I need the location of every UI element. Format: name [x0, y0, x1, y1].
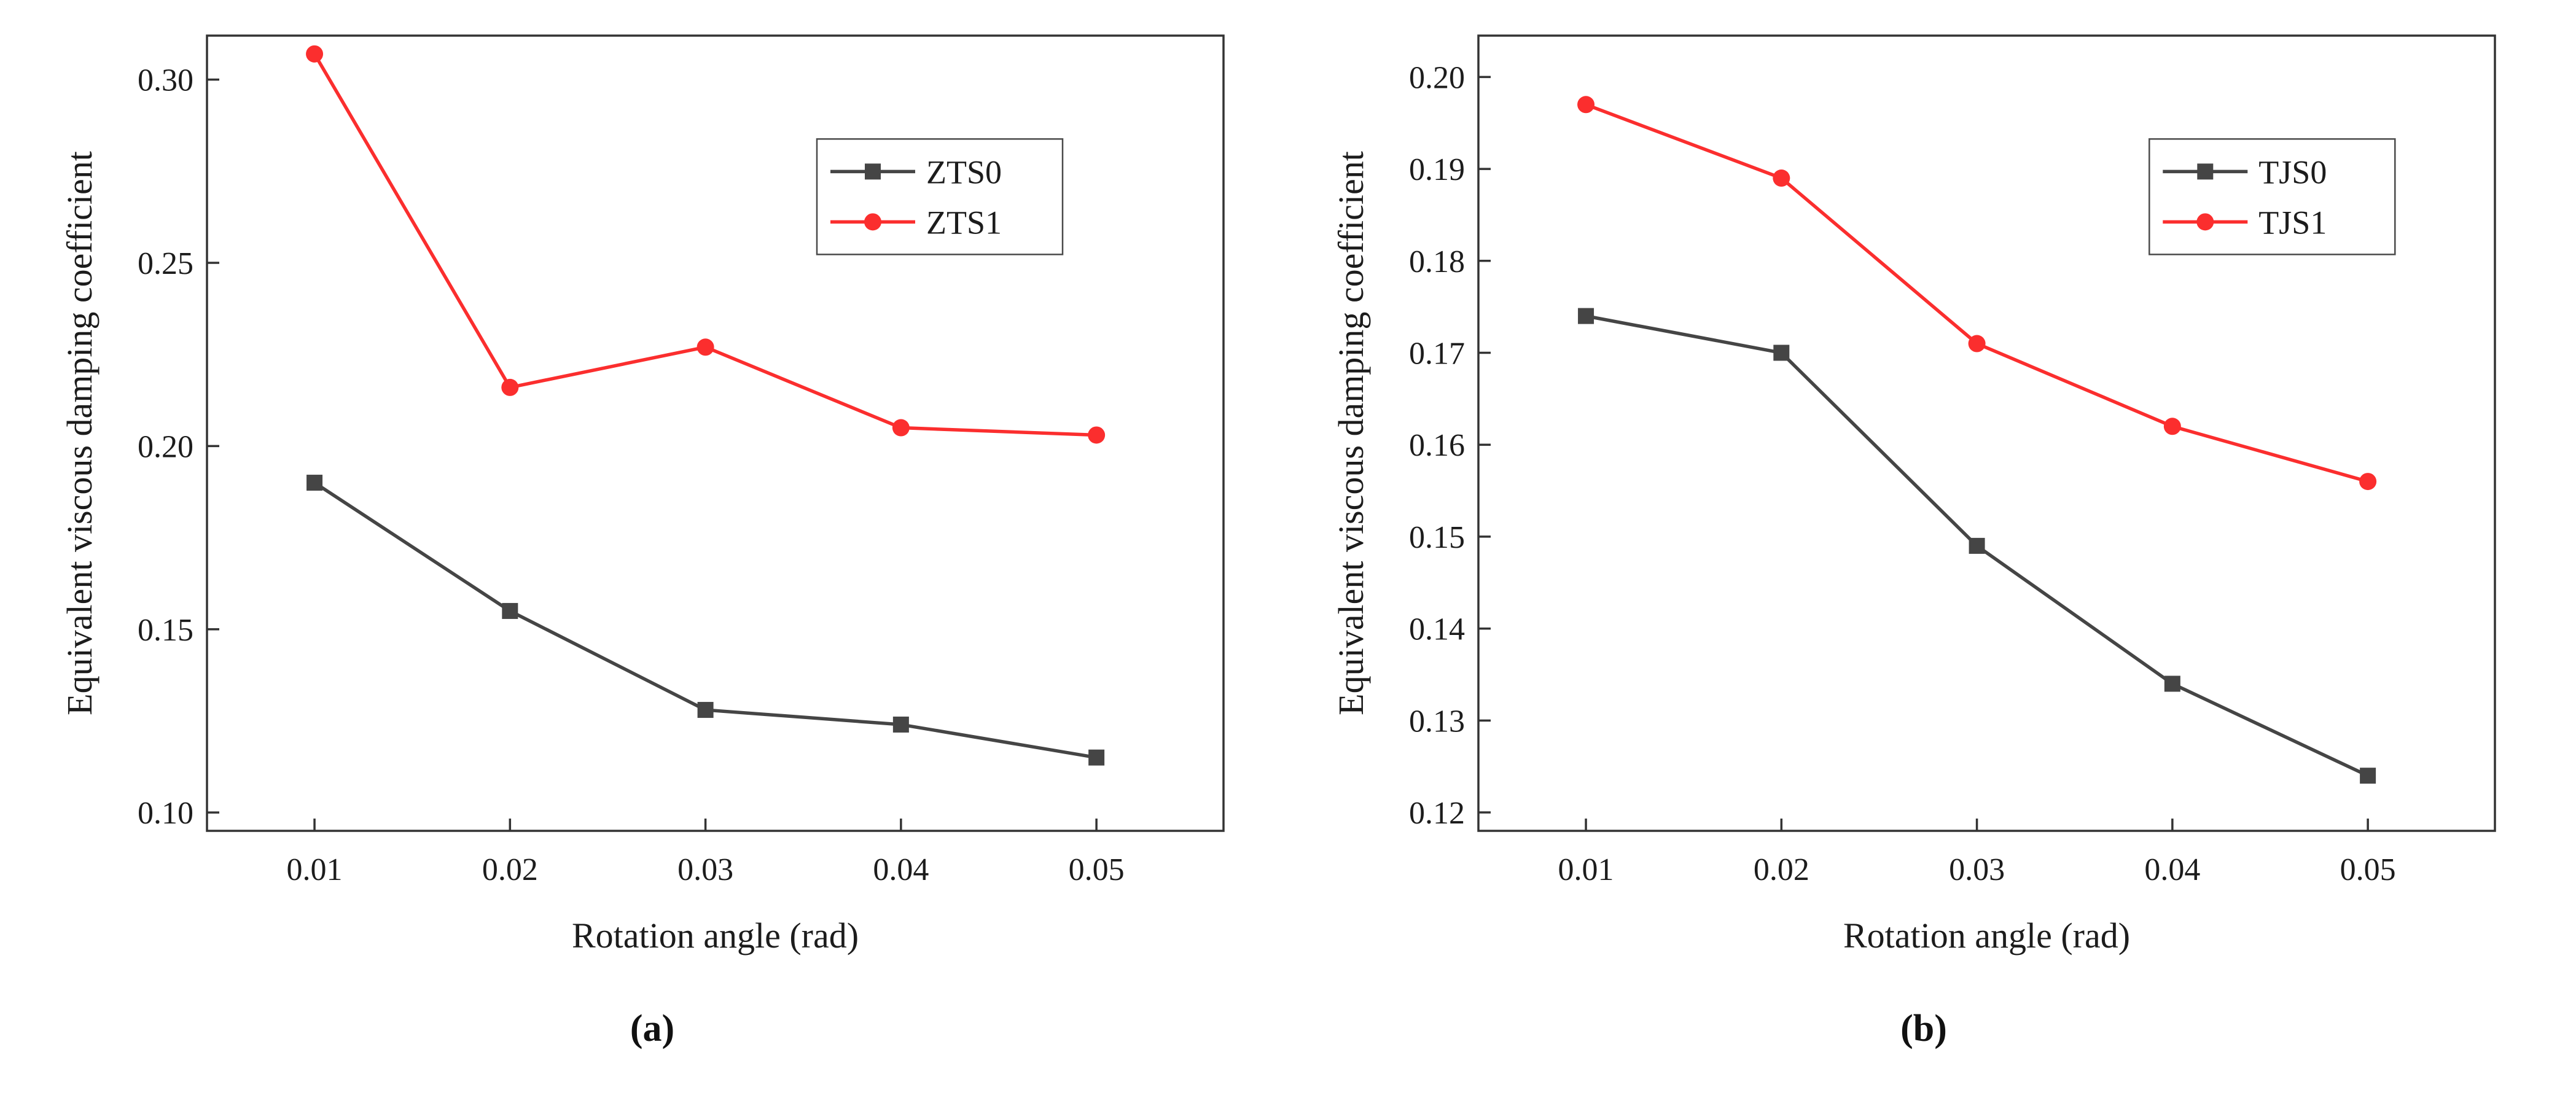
series-marker-ZTS0: [502, 602, 518, 619]
series-marker-ZTS1: [697, 338, 714, 356]
y-tick-label: 0.15: [138, 613, 193, 648]
y-tick-label: 0.12: [1409, 796, 1465, 831]
y-tick-label: 0.18: [1409, 244, 1465, 279]
series-marker-TJS0: [1969, 537, 1985, 554]
series-marker-ZTS1: [501, 378, 519, 396]
legend-label: ZTS0: [926, 154, 1002, 190]
plot-frame: [206, 34, 1225, 832]
figure-panel-b: 0.01 0.02 0.03 0.04 0.05 0.12 0.13 0.14 0.15 0.16…: [1325, 17, 2523, 1117]
series-marker-TJS0: [1578, 308, 1594, 324]
series-marker-ZTS1: [306, 45, 324, 63]
series-marker-TJS0: [2164, 675, 2180, 692]
x-tick-label: 0.02: [1754, 852, 1809, 887]
series-marker-ZTS0: [697, 702, 714, 718]
series-marker-TJS1: [2163, 418, 2181, 435]
y-tick-label: 0.17: [1409, 337, 1465, 372]
series-marker-TJS0: [1773, 344, 1790, 361]
series-marker-ZTS0: [306, 475, 323, 491]
series-marker-ZTS1: [892, 419, 910, 437]
chart-b: 0.01 0.02 0.03 0.04 0.05 0.12 0.13 0.14 0.15 0.16…: [1331, 34, 2496, 955]
figure-panel-a: 0.01 0.02 0.03 0.04 0.05 0.10 0.15 0.20 0.25 0.30…: [53, 17, 1251, 1117]
legend-label: TJS0: [2258, 154, 2327, 190]
legend-sample-marker: [2197, 163, 2214, 180]
x-tick-label: 0.01: [1558, 852, 1614, 887]
y-tick-label: 0.13: [1409, 704, 1465, 739]
x-tick-label: 0.04: [873, 852, 929, 887]
caption-a: (a): [630, 1008, 675, 1049]
series-marker-TJS0: [2360, 768, 2376, 784]
y-tick-label: 0.14: [1409, 612, 1465, 647]
series-marker-TJS1: [2359, 473, 2377, 491]
legend-box: [816, 138, 1064, 255]
y-axis-label: Equivalent viscous damping coefficient: [60, 151, 100, 715]
y-tick-label: 0.15: [1409, 520, 1465, 555]
series-marker-ZTS0: [1088, 749, 1105, 766]
series-marker-TJS1: [1773, 169, 1790, 187]
x-tick-label: 0.03: [677, 852, 733, 887]
y-tick-label: 0.20: [1409, 60, 1465, 95]
y-tick-label: 0.20: [138, 429, 193, 464]
series-marker-ZTS0: [892, 716, 909, 733]
x-axis-label: Rotation angle (rad): [1843, 916, 2130, 955]
x-tick-label: 0.05: [2340, 852, 2396, 887]
series-marker-TJS1: [1577, 96, 1595, 114]
legend-label: ZTS1: [926, 204, 1002, 241]
legend-label: TJS1: [2258, 204, 2327, 241]
legend-sample-marker: [864, 213, 881, 231]
y-axis-label: Equivalent viscous damping coefficient: [1331, 151, 1371, 715]
legend-sample-marker: [865, 163, 881, 180]
series-marker-TJS1: [1968, 335, 1986, 352]
x-tick-label: 0.01: [287, 852, 343, 887]
y-tick-label: 0.19: [1409, 152, 1465, 187]
y-tick-label: 0.16: [1409, 428, 1465, 463]
x-tick-label: 0.05: [1069, 852, 1125, 887]
y-tick-label: 0.30: [138, 63, 193, 98]
x-tick-label: 0.04: [2144, 852, 2200, 887]
x-axis-label: Rotation angle (rad): [572, 916, 859, 955]
legend-sample-marker: [2196, 213, 2214, 231]
y-tick-label: 0.10: [138, 796, 193, 831]
chart-a: 0.01 0.02 0.03 0.04 0.05 0.10 0.15 0.20 0.25 0.30…: [60, 34, 1225, 955]
x-tick-label: 0.02: [482, 852, 538, 887]
caption-b: (b): [1900, 1008, 1947, 1049]
legend-box: [2149, 138, 2396, 255]
plot-frame: [1477, 34, 2496, 832]
x-tick-label: 0.03: [1949, 852, 2005, 887]
y-tick-label: 0.25: [138, 246, 193, 281]
series-marker-ZTS1: [1088, 426, 1106, 444]
